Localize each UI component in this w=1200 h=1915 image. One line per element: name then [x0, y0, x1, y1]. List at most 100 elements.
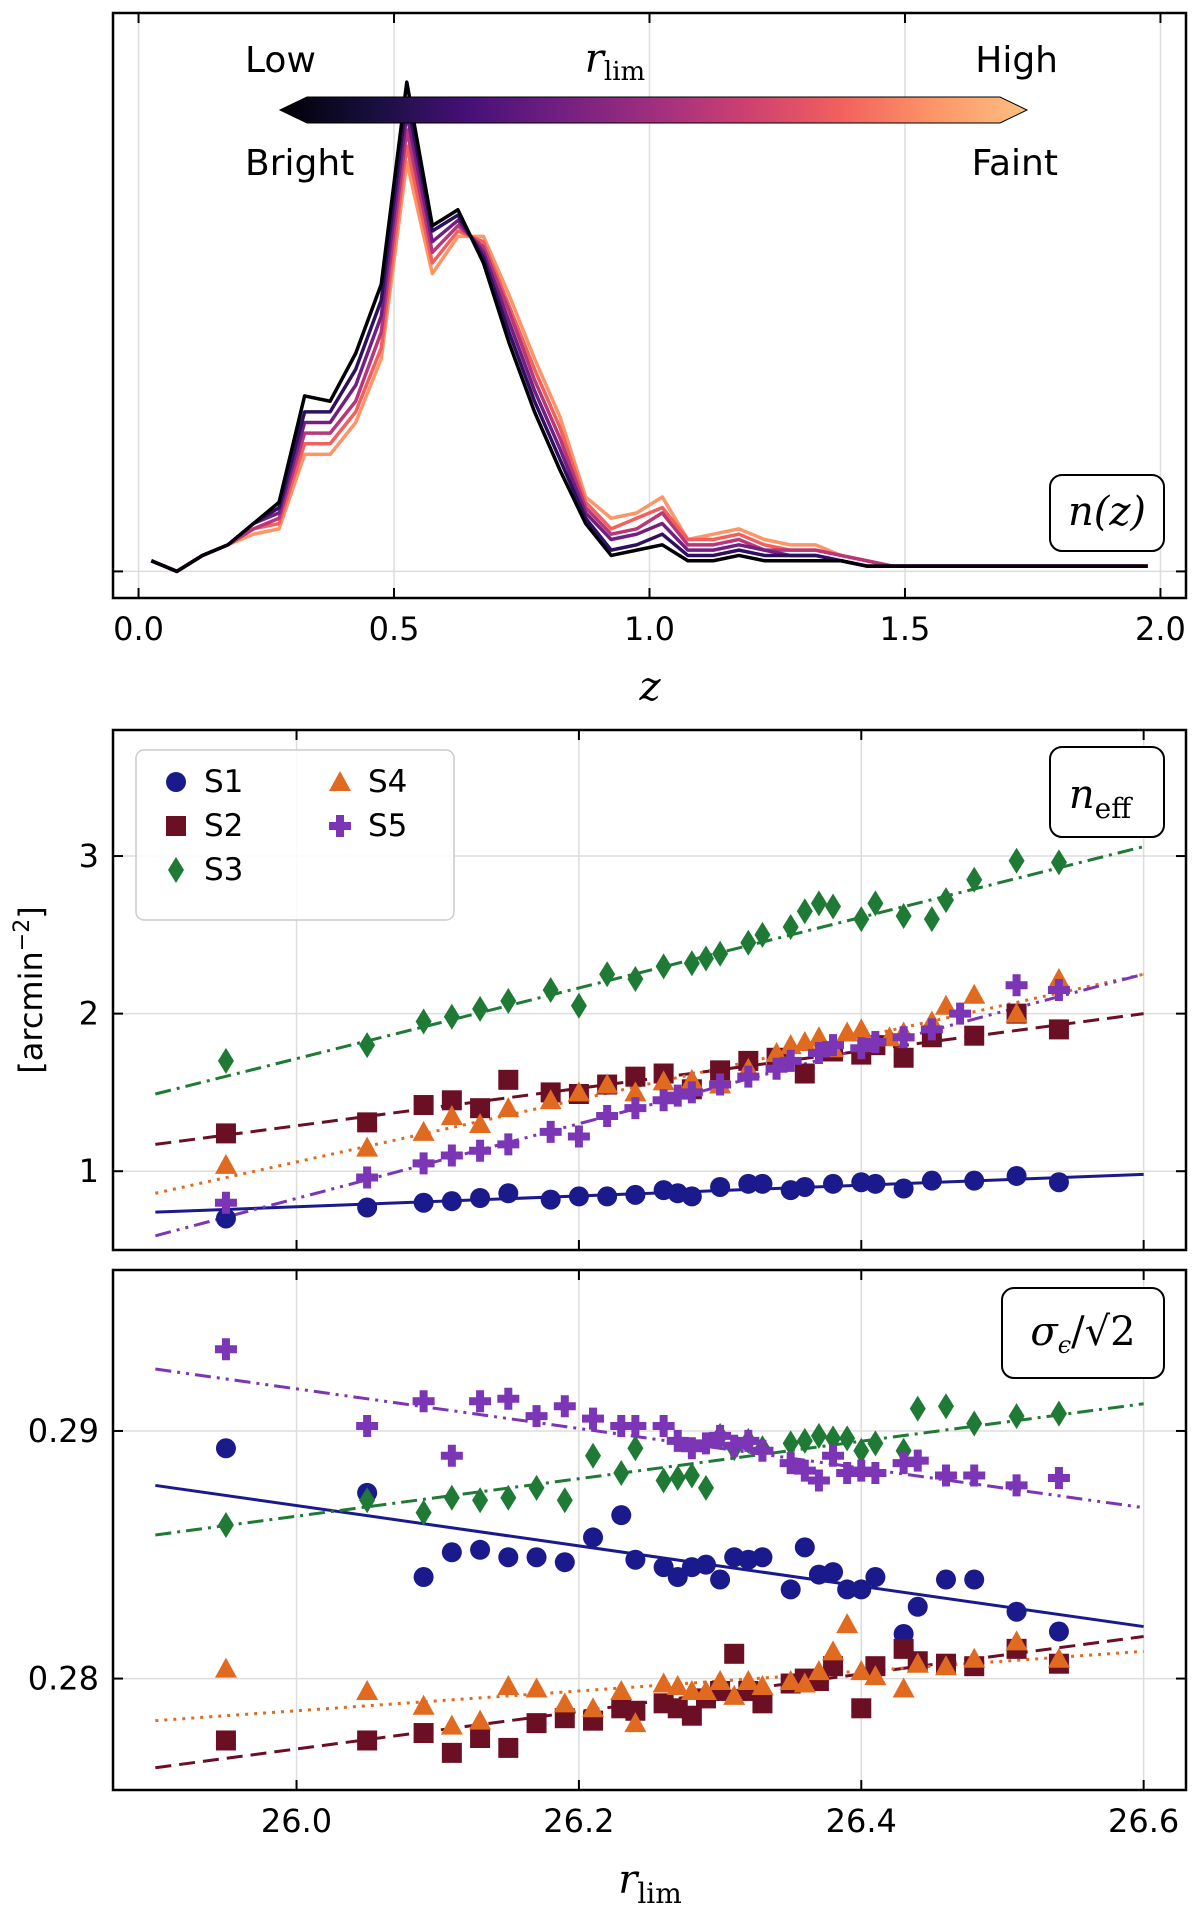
- neff-point-S1: [215, 1208, 236, 1229]
- sigma-point-S2: [413, 1723, 434, 1744]
- sigma-fit-S2: [155, 1634, 1144, 1770]
- neff-point-S5: [920, 1018, 943, 1041]
- colorbar-high-label: High: [975, 40, 1058, 81]
- sigma-point-S4: [892, 1677, 915, 1698]
- neff-point-S5: [624, 1097, 647, 1120]
- sigma-point-S4: [582, 1697, 605, 1718]
- sigma-ytick-label: 0.28: [28, 1660, 99, 1698]
- sigma-point-S3: [585, 1442, 602, 1469]
- legend-frame: [135, 749, 455, 921]
- sigma-point-S4: [525, 1677, 548, 1698]
- neff-point-S1: [441, 1191, 462, 1212]
- colorbar-bar: [278, 96, 1029, 124]
- sigma-fit-S4: [155, 1649, 1144, 1723]
- colorbar-title: rlim: [585, 36, 645, 87]
- sigma-point-S3: [415, 1499, 432, 1526]
- sigma-point-S5: [440, 1444, 463, 1467]
- sigma-point-S4: [1005, 1630, 1028, 1651]
- neff-fit-S5: [154, 972, 1145, 1238]
- sigma-point-S1: [1048, 1621, 1069, 1642]
- sigma-points: [214, 1338, 1070, 1763]
- sigma-point-S1: [752, 1547, 773, 1568]
- neff-point-S5: [850, 1037, 873, 1060]
- sigma-point-S3: [966, 1410, 983, 1437]
- sigma-xtick-label: 26.4: [826, 1802, 897, 1840]
- neff-point-S3: [697, 945, 714, 972]
- neff-point-S1: [1048, 1172, 1069, 1193]
- sigma-point-S2: [752, 1693, 773, 1714]
- neff-point-S5: [412, 1152, 435, 1175]
- sigma-point-S2: [357, 1730, 378, 1751]
- sigma-label-box: σϵ/√2: [1001, 1287, 1165, 1379]
- sigma-point-S5: [836, 1462, 859, 1485]
- neff-point-S1: [752, 1173, 773, 1194]
- sigma-point-S4: [779, 1670, 802, 1691]
- neff-point-S2: [413, 1095, 434, 1116]
- neff-point-S2: [470, 1098, 491, 1119]
- neff-point-S5: [356, 1166, 379, 1189]
- sigma-point-S2: [724, 1643, 745, 1664]
- top-xtick-label: 1.5: [880, 610, 931, 648]
- colorbar: Low High Bright Faint rlim: [245, 36, 1058, 184]
- neff-fit-S1: [155, 1172, 1144, 1214]
- sigma-point-S3: [556, 1487, 573, 1514]
- neff-point-S3: [796, 898, 813, 925]
- sigma-point-S4: [723, 1684, 746, 1705]
- neff-point-S4: [440, 1105, 463, 1126]
- neff-point-S3: [599, 961, 616, 988]
- legend-label-S2: S2: [204, 808, 243, 844]
- sigma-point-S5: [412, 1390, 435, 1413]
- mid-ticks: 1 2 3: [79, 730, 1186, 1250]
- nz-line-bright: [150, 80, 1148, 574]
- nz-lines: [150, 80, 1148, 574]
- colorbar-low-label: Low: [245, 40, 316, 81]
- neff-point-S1: [738, 1173, 759, 1194]
- neff-point-S5: [709, 1073, 732, 1096]
- neff-point-S5: [779, 1049, 802, 1072]
- neff-point-S2: [357, 1112, 378, 1133]
- sigma-point-S1: [611, 1505, 632, 1526]
- sigma-point-S4: [836, 1613, 859, 1634]
- sigma-point-S5: [723, 1434, 746, 1457]
- neff-point-S5: [1005, 974, 1028, 997]
- neff-point-S4: [539, 1089, 562, 1110]
- neff-point-S3: [895, 902, 912, 929]
- sigma-point-S1: [907, 1596, 928, 1617]
- sigma-point-S5: [694, 1432, 717, 1455]
- sigma-point-S4: [680, 1679, 703, 1700]
- sigma-point-S2: [681, 1705, 702, 1726]
- sigma-point-S2: [823, 1656, 844, 1677]
- sigma-point-S2: [554, 1708, 575, 1729]
- sigma-point-S1: [215, 1438, 236, 1459]
- sigma-point-S3: [937, 1393, 954, 1420]
- sigma-point-S1: [498, 1547, 519, 1568]
- neff-point-S3: [217, 1047, 234, 1074]
- sigma-point-S5: [666, 1429, 689, 1452]
- sigma-point-S1: [653, 1557, 674, 1578]
- sigma-point-S3: [1008, 1403, 1025, 1430]
- sigma-point-S4: [694, 1679, 717, 1700]
- neff-panel: 1 2 3 [arcmin−2] S1 S2 S3 S4 S5 neff: [10, 728, 1188, 1252]
- sigma-point-S4: [709, 1670, 732, 1691]
- neff-point-S3: [937, 887, 954, 914]
- sigma-point-S3: [359, 1487, 376, 1514]
- colorbar-bright-label: Bright: [245, 143, 354, 184]
- sigma-point-S4: [214, 1657, 237, 1678]
- sigma-point-S5: [356, 1415, 379, 1437]
- neff-point-S1: [921, 1170, 942, 1191]
- neff-point-S3: [627, 965, 644, 992]
- legend-marker-S4: [329, 771, 351, 791]
- nz-label: n(z): [1068, 489, 1146, 535]
- neff-point-S3: [754, 921, 771, 948]
- sigma-point-S1: [1006, 1601, 1027, 1622]
- sigma-xtick-label: 26.0: [261, 1802, 332, 1840]
- neff-point-S5: [765, 1057, 788, 1080]
- sigma-point-S5: [850, 1459, 873, 1482]
- neff-point-S2: [498, 1069, 519, 1090]
- mid-frame: [111, 728, 1188, 1252]
- sigma-point-S3: [472, 1487, 489, 1514]
- mid-ylabel: [arcmin−2]: [10, 906, 50, 1073]
- neff-point-S3: [542, 977, 559, 1003]
- neff-point-S4: [412, 1120, 435, 1141]
- sigma-point-S5: [553, 1395, 576, 1418]
